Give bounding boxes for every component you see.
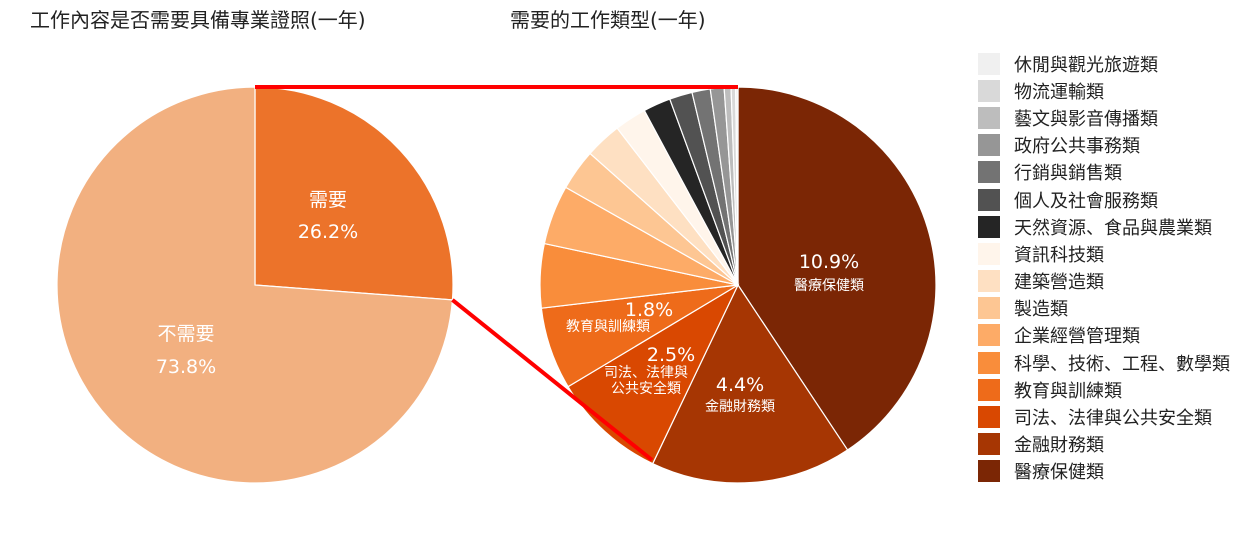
right-slice-name-label: 公共安全類 [611,380,681,397]
right-slice-value-label: 10.9% [799,251,859,273]
left-slice-不需要 [56,86,454,484]
legend-swatch [978,106,1000,129]
legend-item: 政府公共事務類 [978,132,1230,159]
right-slice-name-label: 醫療保健類 [794,277,864,294]
legend-label: 行銷與銷售類 [1014,163,1122,185]
left-slice-value-label: 26.2% [298,221,358,243]
legend-item: 資訊科技類 [978,240,1230,267]
legend-swatch [978,215,1000,238]
right-slice-司法-法律與公共安全類 [567,283,740,465]
legend-item: 醫療保健類 [978,458,1230,485]
legend-swatch [978,188,1000,211]
legend-item: 個人及社會服務類 [978,186,1230,213]
legend-swatch [978,351,1000,374]
legend-item: 科學、技術、工程、數學類 [978,349,1230,376]
legend-item: 製造類 [978,295,1230,322]
right-slice-value-label: 1.8% [625,299,673,321]
legend-label: 資訊科技類 [1014,244,1104,266]
right-chart-title: 需要的工作類型(一年) [510,8,706,32]
legend-swatch [978,242,1000,265]
legend-swatch [978,79,1000,102]
legend-swatch [978,460,1000,483]
left-slice-label: 不需要 [157,323,214,345]
chart-legend: 休閒與觀光旅遊類 物流運輸類藝文與影音傳播類 政府公共事務類 行銷與銷售類個人及社會服… [978,50,1230,485]
left-slice-需要 [254,86,454,301]
legend-label: 建築營造類 [1014,272,1104,294]
legend-item: 物流運輸類 [978,77,1230,104]
legend-label: 金融財務類 [1014,435,1104,457]
legend-swatch [978,52,1000,75]
right-slice-name-label: 司法、法律與 [604,365,688,381]
legend-label: 教育與訓練類 [1014,380,1122,402]
legend-label: 個人及社會服務類 [1014,190,1158,212]
legend-swatch [978,433,1000,456]
legend-label: 司法、法律與公共安全類 [1014,408,1212,430]
legend-item: 行銷與銷售類 [978,159,1230,186]
right-slice-金融財務類 [651,283,849,484]
legend-swatch [978,297,1000,320]
legend-item: 休閒與觀光旅遊類 [978,50,1230,77]
legend-swatch [978,161,1000,184]
legend-swatch [978,324,1000,347]
legend-swatch [978,270,1000,293]
legend-label: 物流運輸類 [1014,81,1104,103]
right-slice-name-label: 金融財務類 [705,399,775,415]
legend-item: 藝文與影音傳播類 [978,104,1230,131]
left-chart-title: 工作內容是否需要具備專業證照(一年) [30,8,366,32]
legend-swatch [978,378,1000,401]
legend-item: 教育與訓練類 [978,376,1230,403]
right-slice-value-label: 4.4% [716,374,764,396]
legend-item: 建築營造類 [978,268,1230,295]
legend-label: 天然資源、食品與農業類 [1014,217,1212,239]
legend-swatch [978,406,1000,429]
legend-label: 科學、技術、工程、數學類 [1014,353,1230,375]
legend-item: 司法、法律與公共安全類 [978,403,1230,430]
left-slice-value-label: 73.8% [156,356,216,378]
right-slice-value-label: 2.5% [647,344,695,366]
left-slice-label: 需要 [309,189,347,211]
legend-item: 天然資源、食品與農業類 [978,213,1230,240]
legend-label: 藝文與影音傳播類 [1014,108,1158,130]
legend-label: 政府公共事務類 [1014,136,1140,158]
right-slice-name-label: 教育與訓練類 [566,319,650,335]
legend-label: 休閒與觀光旅遊類 [1014,54,1158,76]
legend-swatch [978,134,1000,157]
legend-label: 製造類 [1014,299,1068,321]
legend-item: 金融財務類 [978,431,1230,458]
connector-line-bottom [451,298,654,462]
legend-item: 企業經營管理類 [978,322,1230,349]
legend-label: 企業經營管理類 [1014,326,1140,348]
legend-label: 醫療保健類 [1014,462,1104,484]
